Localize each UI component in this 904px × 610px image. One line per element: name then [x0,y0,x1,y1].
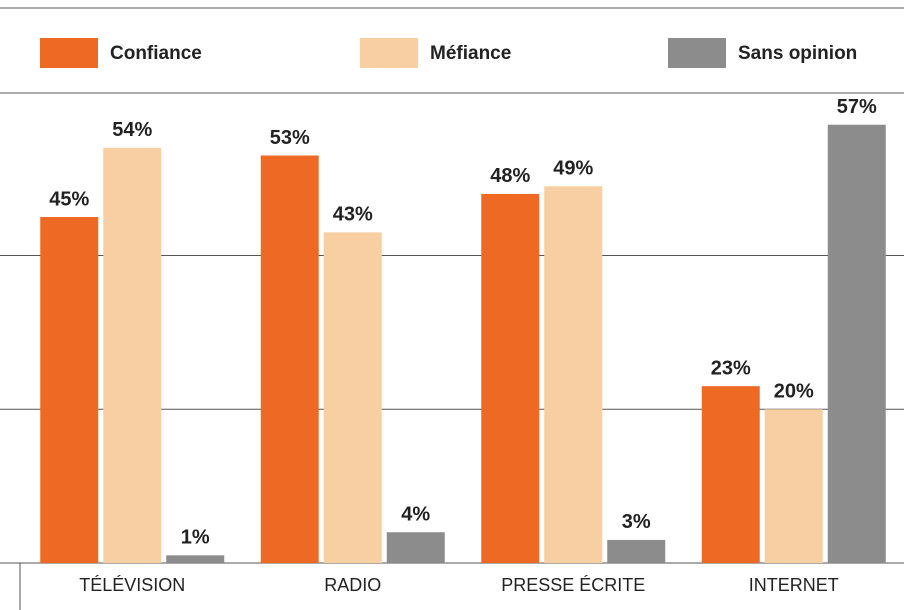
bar [323,232,382,564]
value-label: 23% [711,357,751,379]
x-tick-label: INTERNET [749,575,839,595]
value-label: 1% [181,527,210,549]
value-label: 3% [622,511,651,533]
legend-swatch [668,38,726,68]
legend-label: Méfiance [430,43,511,64]
value-label: 57% [837,96,877,118]
value-label: 20% [774,381,814,403]
bar [40,217,99,563]
x-tick-label: TÉLÉVISION [79,575,185,595]
bar [607,539,666,563]
x-tick-label: RADIO [324,575,381,595]
bar [103,147,162,563]
bar [701,386,760,563]
bar [764,409,823,563]
value-label: 45% [49,188,89,210]
value-label: 54% [112,119,152,141]
bar [544,186,603,563]
x-tick-label: PRESSE ÉCRITE [501,575,645,595]
value-label: 48% [490,165,530,187]
legend-swatch [360,38,418,68]
legend-swatch [40,38,98,68]
legend-label: Sans opinion [738,43,857,64]
value-label: 53% [270,127,310,149]
bar [827,124,886,564]
legend-label: Confiance [110,43,202,64]
value-label: 49% [553,158,593,180]
bar [481,193,540,564]
value-label: 43% [333,204,373,226]
bar [166,555,225,563]
value-label: 4% [401,504,430,526]
bar [260,155,319,564]
bar [386,532,445,563]
